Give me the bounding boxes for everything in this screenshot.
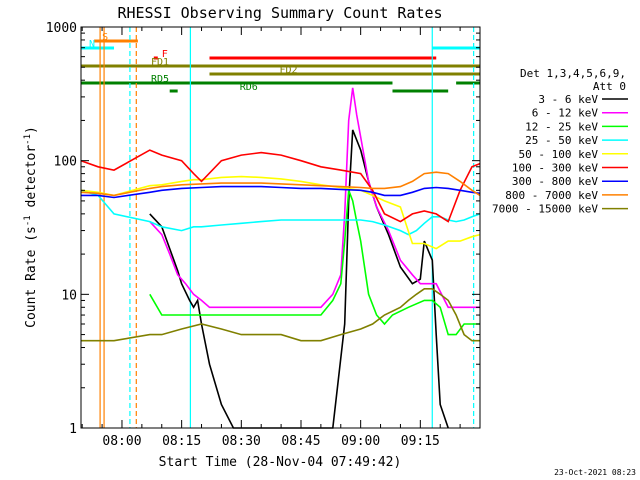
y-label-part: )	[24, 126, 39, 134]
y-tick-label: 1000	[46, 21, 77, 36]
series-line-5	[80, 149, 481, 223]
x-tick-label: 09:00	[341, 434, 380, 449]
x-tick-label: 09:15	[401, 434, 440, 449]
y-label-superscript: -1	[23, 215, 33, 226]
flag-label-rd5: RD5	[151, 74, 169, 85]
x-tick-label: 08:15	[162, 434, 201, 449]
x-tick-label: 08:45	[281, 434, 320, 449]
flag-label-n: N	[89, 39, 95, 50]
legend-label: 100 - 300 keV	[512, 162, 598, 175]
legend-title: Det 1,3,4,5,6,9,	[520, 67, 626, 80]
x-tick-label: 08:30	[222, 434, 261, 449]
plot-frame	[80, 26, 481, 429]
series-line-2	[149, 190, 480, 336]
series-line-1	[149, 87, 480, 309]
legend-label: 50 - 100 keV	[519, 148, 599, 161]
y-tick-label: 100	[54, 155, 77, 170]
legend-label: 3 - 6 keV	[538, 93, 598, 106]
flag-label-fd2: FD2	[279, 65, 297, 76]
y-label-part: detector	[24, 145, 39, 216]
legend-label: 800 - 7000 keV	[505, 189, 598, 202]
series-lines	[80, 87, 481, 429]
y-axis-label: Count Rate (s-1 detector-1)	[23, 126, 39, 328]
legend-label: 7000 - 15000 keV	[492, 203, 598, 216]
series-line-4	[80, 175, 481, 250]
generated-timestamp: 23-Oct-2021 08:23	[554, 468, 636, 477]
x-axis-label: Start Time (28-Nov-04 07:49:42)	[159, 455, 402, 470]
axes: 1 10 100 1000 08:00 08:15 08:30 08:45 09:00 09:15	[46, 21, 481, 449]
attenuator-lines	[99, 27, 475, 428]
flag-label-f: F	[162, 49, 168, 60]
y-label-part: Count Rate (s	[24, 226, 39, 328]
legend-label: 12 - 25 keV	[525, 120, 598, 133]
legend-title: Att 0	[593, 80, 626, 93]
y-label-superscript: -1	[23, 134, 33, 145]
chart-title: RHESSI Observing Summary Count Rates	[117, 4, 442, 22]
legend-label: 6 - 12 keV	[532, 107, 599, 120]
flag-label-fd1: FD1	[151, 57, 169, 68]
flag-label-rd6: RD6	[240, 82, 258, 93]
series-line-6	[81, 185, 481, 199]
flag-label-s: S	[102, 32, 108, 43]
y-tick-label: 10	[61, 288, 77, 303]
series-line-8	[81, 288, 480, 342]
y-tick-label: 1	[69, 422, 77, 437]
legend-label: 25 - 50 keV	[525, 134, 598, 147]
x-tick-label: 08:00	[102, 434, 141, 449]
series-line-7	[80, 171, 481, 197]
legend-label: 300 - 800 keV	[512, 175, 598, 188]
